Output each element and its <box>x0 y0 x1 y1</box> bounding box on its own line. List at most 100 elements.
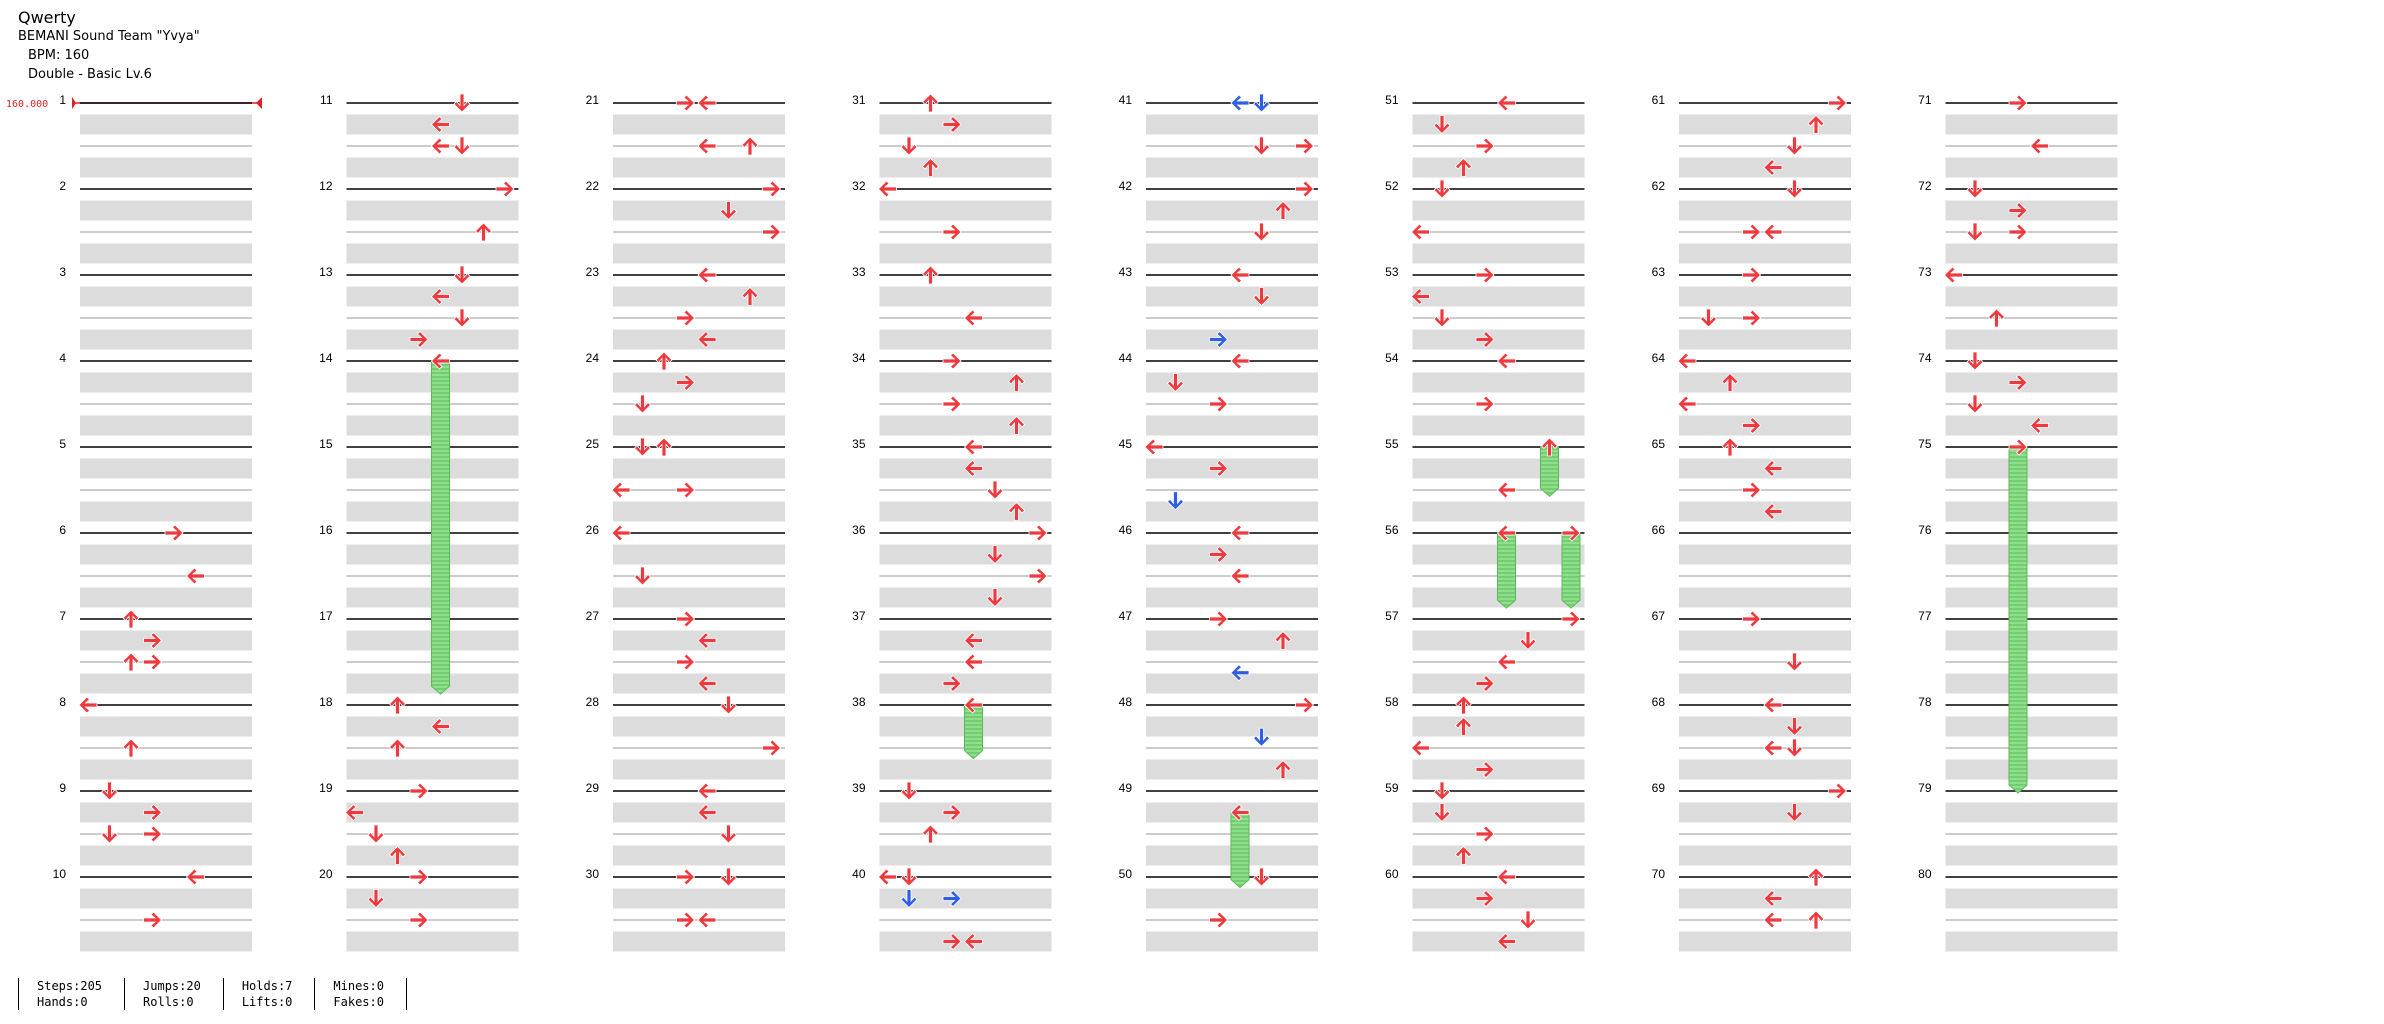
arrow-left-icon <box>963 438 983 456</box>
measure-14: 14 <box>319 351 519 436</box>
measure-number: 17 <box>319 609 333 623</box>
beat-band <box>80 114 252 135</box>
hold-body <box>1230 812 1250 889</box>
arrow-up-icon <box>1721 437 1739 457</box>
measure-38: 38 <box>852 695 1052 780</box>
arrow-down-icon <box>900 781 918 801</box>
arrow-left-icon <box>1410 739 1430 757</box>
arrow-up-icon <box>388 695 407 715</box>
arrow-up-icon <box>1807 910 1825 930</box>
measure-50: 50 <box>1119 867 1318 952</box>
beat-band <box>1146 630 1318 651</box>
measure-number: 77 <box>1918 609 1932 623</box>
beat-band <box>613 243 785 264</box>
arrow-right-icon <box>1475 674 1495 693</box>
beat-band <box>1412 243 1585 264</box>
measure-number: 5 <box>59 437 66 451</box>
beat-band <box>80 286 252 307</box>
arrow-left-icon <box>1763 459 1783 478</box>
beat-band <box>80 415 252 436</box>
beat-band <box>1945 931 2118 952</box>
arrow-left-icon <box>1230 94 1250 112</box>
measure-47: 47 <box>1119 609 1318 694</box>
measure-4: 4 <box>59 351 252 436</box>
beat-band <box>1679 286 1851 307</box>
arrow-left-icon <box>697 803 717 822</box>
measure-number: 56 <box>1385 523 1399 537</box>
beat-band <box>80 372 252 393</box>
beat-band <box>80 673 252 694</box>
arrow-left-icon <box>1230 664 1250 682</box>
arrow-left-icon <box>697 674 717 693</box>
arrow-right-icon <box>409 868 429 886</box>
arrow-right-icon <box>762 739 782 757</box>
measure-number: 57 <box>1385 609 1399 623</box>
beat-band <box>80 931 252 952</box>
measure-number: 15 <box>319 437 333 451</box>
measure-number: 69 <box>1652 781 1666 795</box>
arrow-right-icon <box>1742 266 1762 284</box>
arrow-down-icon <box>719 201 738 221</box>
measure-49: 49 <box>1119 781 1318 866</box>
arrow-down-icon <box>1433 308 1451 328</box>
arrow-right-icon <box>1561 610 1581 628</box>
arrow-down-icon <box>1252 136 1271 156</box>
measure-28: 28 <box>586 695 785 780</box>
beat-band <box>1146 673 1318 694</box>
measure-12: 12 <box>319 179 519 264</box>
beat-band <box>80 888 252 909</box>
arrow-left-icon <box>1496 94 1516 112</box>
arrow-down-icon <box>719 867 738 887</box>
stat-value: Lifts:0 <box>241 995 293 1009</box>
arrow-left-icon <box>1677 395 1697 413</box>
arrow-right-icon <box>1828 94 1848 112</box>
arrow-left-icon <box>611 524 631 542</box>
arrow-right-icon <box>143 653 163 671</box>
measure-number: 23 <box>586 265 600 279</box>
measure-number: 26 <box>586 523 600 537</box>
beat-band <box>879 802 1052 823</box>
measure-number: 80 <box>1918 867 1932 881</box>
beat-band <box>1146 716 1318 737</box>
measure-73: 73 <box>1918 265 2118 350</box>
measure-number: 61 <box>1652 93 1666 107</box>
beat-band <box>1412 114 1585 135</box>
beat-band <box>613 286 785 307</box>
measure-number: 49 <box>1119 781 1133 795</box>
measure-18: 18 <box>319 695 519 780</box>
measure-71: 71 <box>1918 93 2118 178</box>
arrow-right-icon <box>409 782 429 800</box>
measure-5: 5 <box>59 437 252 522</box>
arrow-down-icon <box>1166 373 1185 393</box>
arrow-left-icon <box>1496 932 1516 951</box>
measure-number: 46 <box>1119 523 1133 537</box>
measure-31: 31 <box>852 93 1052 178</box>
beat-band <box>613 888 785 909</box>
beat-band <box>613 415 785 436</box>
beat-band <box>80 845 252 866</box>
beat-band <box>879 888 1052 909</box>
song-artist: BEMANI Sound Team "Yvya" <box>18 29 200 44</box>
beat-band <box>1945 501 2118 522</box>
measure-1: 1 <box>59 93 252 178</box>
measure-64: 64 <box>1652 351 1851 436</box>
measure-75: 75 <box>1918 437 2118 522</box>
arrow-down-icon <box>986 480 1004 500</box>
arrow-left-icon <box>963 459 983 478</box>
measure-52: 52 <box>1385 179 1585 264</box>
measure-number: 60 <box>1385 867 1399 881</box>
arrow-right-icon <box>676 868 696 886</box>
arrow-down-icon <box>367 824 385 844</box>
arrow-left-icon <box>963 932 983 951</box>
arrow-right-icon <box>942 889 962 908</box>
beat-band <box>1679 329 1851 350</box>
arrow-right-icon <box>1209 330 1229 349</box>
beat-band <box>346 931 519 952</box>
beat-band <box>80 243 252 264</box>
measure-number: 71 <box>1918 93 1932 107</box>
beat-band <box>346 157 519 178</box>
measure-22: 22 <box>586 179 785 264</box>
measure-39: 39 <box>852 781 1052 866</box>
beat-band <box>879 329 1052 350</box>
measure-number: 30 <box>586 867 600 881</box>
